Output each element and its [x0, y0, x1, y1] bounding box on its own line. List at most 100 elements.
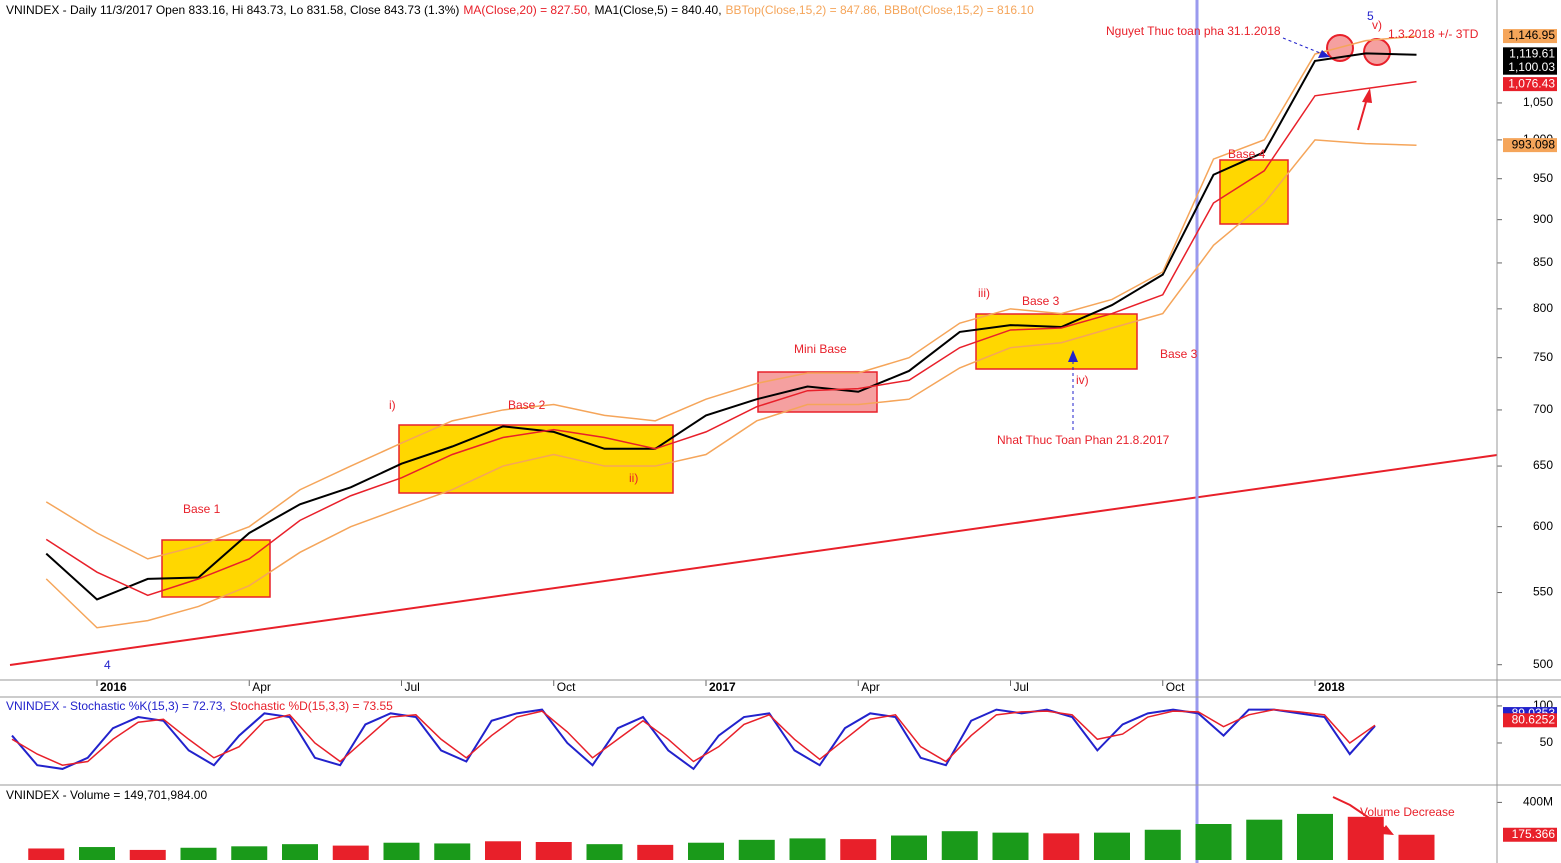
annotation: 1.3.2018 +/- 3TD	[1388, 27, 1479, 41]
volume-bar	[1043, 833, 1080, 860]
price-label: 1,100.03	[1508, 60, 1555, 74]
volume-bar	[1195, 824, 1232, 860]
annotation: Base 3	[1022, 294, 1060, 308]
volume-bar	[434, 843, 471, 860]
y-tick-label: 600	[1533, 519, 1553, 533]
header: VNINDEX - Daily 11/3/2017 Open 833.16, H…	[6, 3, 1034, 17]
volume-bar	[485, 841, 521, 860]
annotation: iii)	[978, 286, 990, 300]
series-line	[45, 52, 1417, 601]
price-label-box	[1503, 47, 1557, 62]
annotation: Nguyet Thuc toan pha 31.1.2018	[1106, 24, 1281, 38]
annotation: ii)	[629, 471, 638, 485]
y-tick-label: 500	[1533, 657, 1553, 671]
volume-bar	[79, 847, 115, 860]
annotation: v)	[1372, 18, 1382, 32]
volume-bar	[1094, 832, 1130, 860]
series-line	[11, 708, 1376, 771]
volume-bar	[129, 849, 166, 860]
volume-bar	[688, 842, 724, 860]
price-label: 1,119.61	[1509, 47, 1555, 61]
price-label-box	[1503, 827, 1557, 842]
annotation: Mini Base	[794, 342, 847, 356]
volume-bar	[383, 842, 420, 860]
base-box	[975, 313, 1138, 370]
base-box	[161, 539, 271, 598]
series-line	[45, 35, 1417, 560]
header-item: VNINDEX - Daily 11/3/2017 Open 833.16, H…	[6, 3, 459, 17]
annotation: Nhat Thuc Toan Phan 21.8.2017	[997, 433, 1170, 447]
y-tick-label: 750	[1533, 350, 1553, 364]
volume-bar	[1398, 834, 1435, 860]
volume-bar	[282, 844, 318, 860]
y-tick-label: 900	[1533, 212, 1553, 226]
y-tick-label: 400M	[1523, 795, 1553, 809]
arrow-head	[1362, 88, 1372, 103]
plot: 5005506006507007508008509009501,0001,050…	[11, 35, 1554, 860]
volume-header: VNINDEX - Volume = 149,701,984.00	[6, 788, 207, 802]
stoch-header-item: VNINDEX - Stochastic %K(15,3) = 72.73,	[6, 699, 226, 713]
x-tick-label: 2017	[709, 680, 736, 694]
volume-bar	[180, 847, 217, 860]
stoch-header: VNINDEX - Stochastic %K(15,3) = 72.73, St…	[6, 699, 393, 713]
volume-bar	[332, 845, 369, 860]
y-tick-label: 800	[1533, 301, 1553, 315]
volume-bar	[28, 848, 65, 860]
volume-bar	[637, 844, 674, 860]
volume-bar	[1297, 813, 1333, 860]
arrow-head	[1318, 50, 1330, 58]
trend-line	[9, 454, 1498, 666]
y-tick-label: 550	[1533, 585, 1553, 599]
x-tick-label: Oct	[557, 680, 576, 694]
annotation: i)	[389, 398, 396, 412]
price-label: 80.6252	[1512, 712, 1556, 726]
stoch-header-item: Stochastic %D(15,3,3) = 73.55	[230, 699, 393, 713]
arrow-head	[1068, 350, 1078, 362]
header-item: BBBot(Close,15,2) = 816.10	[884, 3, 1034, 17]
annotation: 4	[104, 658, 111, 672]
series-line	[45, 139, 1417, 629]
header-item: MA1(Close,5) = 840.40,	[594, 3, 721, 17]
x-tick-label: Apr	[252, 680, 271, 694]
annotation: Base 1	[183, 502, 221, 516]
arrow	[1332, 796, 1391, 833]
price-label-box	[1503, 60, 1557, 75]
x-tick-label: 2018	[1318, 680, 1345, 694]
price-label-box	[1503, 138, 1557, 153]
annotation: Base 3	[1160, 347, 1198, 361]
y-tick-label: 650	[1533, 458, 1553, 472]
price-label: 1,146.95	[1508, 28, 1555, 42]
volume-bar	[738, 839, 775, 860]
price-label-box	[1503, 29, 1557, 44]
x-tick-label: Jul	[1014, 680, 1029, 694]
volume-bar	[789, 838, 826, 860]
y-tick-label: 50	[1540, 735, 1554, 749]
annotation: Base 2	[508, 398, 546, 412]
annotation: iv)	[1076, 373, 1089, 387]
y-tick-label: 1,050	[1523, 95, 1553, 109]
y-tick-label: 700	[1533, 402, 1553, 416]
price-label: 1,076.43	[1508, 76, 1555, 90]
x-tick-label: 2016	[100, 680, 127, 694]
header-item: MA(Close,20) = 827.50,	[463, 3, 590, 17]
volume-bar	[1246, 819, 1283, 860]
price-label: 175.366	[1512, 827, 1556, 841]
volume-bar	[891, 835, 927, 860]
volume-bar	[840, 839, 877, 860]
annotation: Volume Decrease	[1360, 805, 1455, 819]
volume-bar	[586, 844, 623, 860]
y-tick-label: 950	[1533, 171, 1553, 185]
price-label-box	[1503, 77, 1557, 92]
series-line	[45, 80, 1417, 597]
volume-bar	[941, 831, 978, 860]
x-tick-label: Oct	[1166, 680, 1185, 694]
volume-bar	[1144, 829, 1181, 860]
series-line	[11, 708, 1376, 766]
price-label-box	[1503, 713, 1557, 728]
x-tick-label: Jul	[405, 680, 420, 694]
arrow-head	[1380, 825, 1394, 835]
volume-bar	[992, 832, 1029, 860]
arrow	[1282, 37, 1326, 56]
